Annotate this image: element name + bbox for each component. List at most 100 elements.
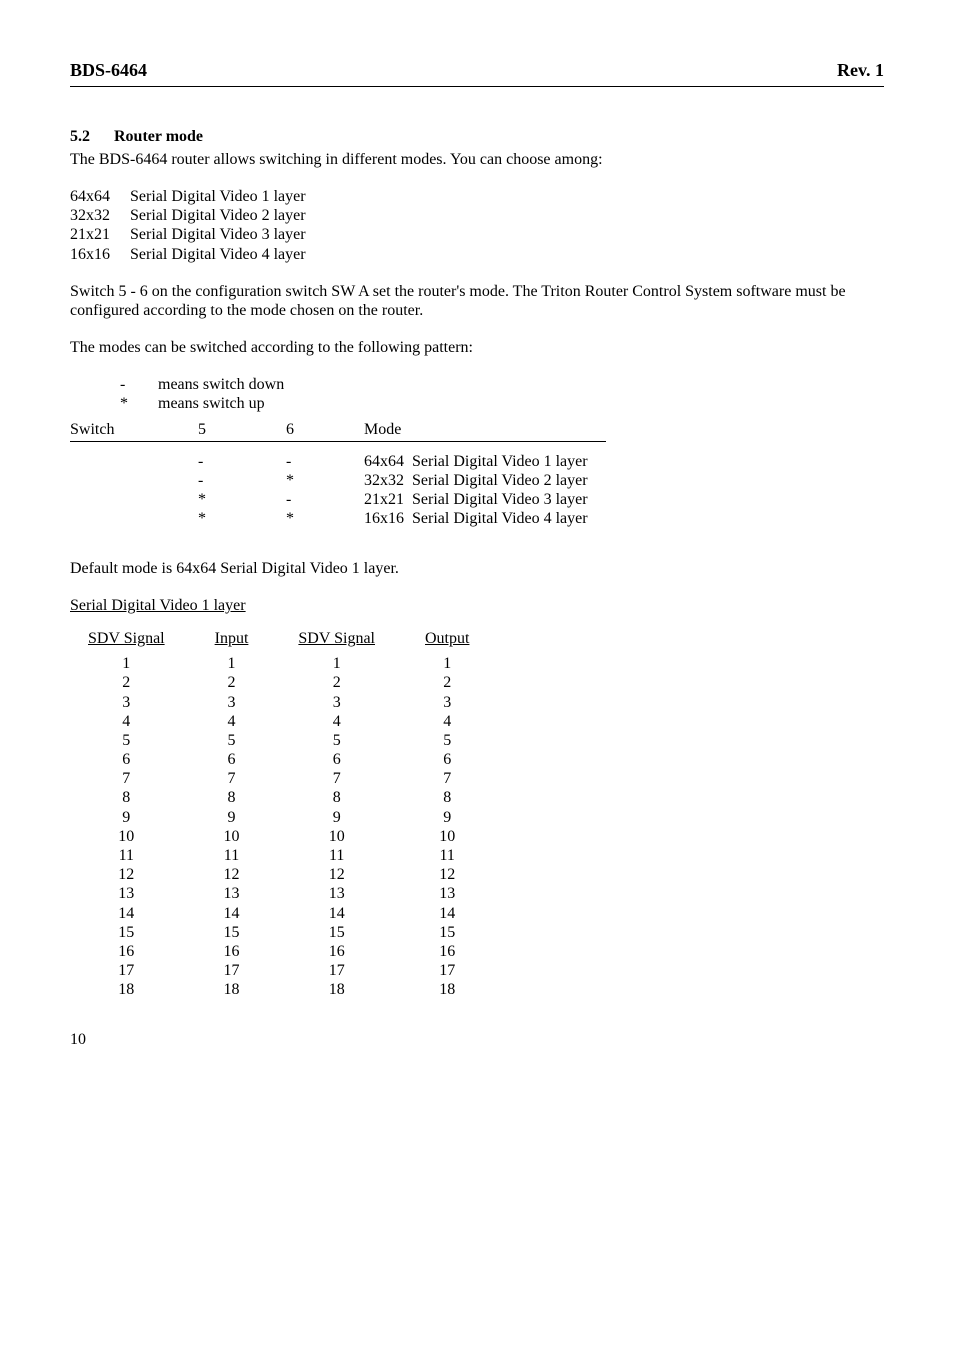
sdv-row: 3333: [78, 693, 519, 712]
sdv-cell: 10: [78, 827, 215, 846]
sdv-cell: 8: [425, 788, 519, 807]
sdv-cell: 17: [298, 961, 425, 980]
mode-header-mode: Mode: [364, 420, 606, 442]
layer-desc: Serial Digital Video 4 layer: [130, 245, 326, 264]
sdv-cell: 3: [425, 693, 519, 712]
sdv-cell: 3: [215, 693, 299, 712]
sdv-table: SDV Signal Input SDV Signal Output 11112…: [78, 629, 519, 1000]
mode-c6: -: [286, 452, 364, 471]
sdv-cell: 15: [298, 923, 425, 942]
sdv-cell: 14: [425, 904, 519, 923]
sdv-row: 10101010: [78, 827, 519, 846]
sdv-cell: 5: [425, 731, 519, 750]
mode-desc: 64x64 Serial Digital Video 1 layer: [364, 452, 606, 471]
sdv-cell: 18: [78, 980, 215, 999]
mode-c6: *: [286, 471, 364, 490]
sdv-cell: 1: [78, 654, 215, 673]
sdv-heading: Serial Digital Video 1 layer: [70, 596, 884, 615]
sdv-cell: 17: [425, 961, 519, 980]
sdv-cell: 4: [425, 712, 519, 731]
layer-row: 16x16Serial Digital Video 4 layer: [70, 245, 326, 264]
sdv-cell: 6: [425, 750, 519, 769]
layer-size: 32x32: [70, 206, 130, 225]
layer-desc: Serial Digital Video 2 layer: [130, 206, 326, 225]
sdv-cell: 8: [215, 788, 299, 807]
sdv-cell: 6: [78, 750, 215, 769]
sdv-cell: 16: [298, 942, 425, 961]
sdv-cell: 15: [425, 923, 519, 942]
mode-row: *-21x21 Serial Digital Video 3 layer: [70, 490, 606, 509]
sdv-cell: 10: [215, 827, 299, 846]
legend-symbol: *: [120, 394, 158, 413]
sdv-cell: 9: [215, 808, 299, 827]
sdv-cell: 8: [78, 788, 215, 807]
sdv-cell: 12: [298, 865, 425, 884]
mode-table: Switch 5 6 Mode --64x64 Serial Digital V…: [70, 420, 606, 529]
sdv-row: 12121212: [78, 865, 519, 884]
sdv-cell: 4: [215, 712, 299, 731]
legend-row: -means switch down: [120, 375, 314, 394]
sdv-cell: 4: [298, 712, 425, 731]
sdv-cell: 7: [425, 769, 519, 788]
mode-row: **16x16 Serial Digital Video 4 layer: [70, 509, 606, 528]
sdv-row: 2222: [78, 673, 519, 692]
mode-desc: 32x32 Serial Digital Video 2 layer: [364, 471, 606, 490]
sdv-cell: 2: [425, 673, 519, 692]
sdv-cell: 5: [78, 731, 215, 750]
intro-text: The BDS-6464 router allows switching in …: [70, 150, 884, 169]
sdv-cell: 11: [215, 846, 299, 865]
sdv-cell: 9: [78, 808, 215, 827]
sdv-cell: 2: [298, 673, 425, 692]
sdv-cell: 15: [215, 923, 299, 942]
sdv-cell: 16: [215, 942, 299, 961]
sdv-cell: 5: [215, 731, 299, 750]
sdv-header-row: SDV Signal Input SDV Signal Output: [78, 629, 519, 654]
sdv-row: 18181818: [78, 980, 519, 999]
sdv-cell: 1: [425, 654, 519, 673]
layer-size: 64x64: [70, 187, 130, 206]
legend-row: *means switch up: [120, 394, 314, 413]
sdv-cell: 10: [425, 827, 519, 846]
sdv-cell: 12: [425, 865, 519, 884]
mode-row: --64x64 Serial Digital Video 1 layer: [70, 452, 606, 471]
sdv-row: 16161616: [78, 942, 519, 961]
sdv-row: 1111: [78, 654, 519, 673]
sdv-cell: 10: [298, 827, 425, 846]
mode-c5: -: [198, 471, 286, 490]
sdv-cell: 7: [215, 769, 299, 788]
mode-c5: *: [198, 490, 286, 509]
default-note: Default mode is 64x64 Serial Digital Vid…: [70, 559, 884, 578]
sdv-cell: 16: [78, 942, 215, 961]
mode-c6: *: [286, 509, 364, 528]
sdv-row: 15151515: [78, 923, 519, 942]
sdv-cell: 5: [298, 731, 425, 750]
sdv-h1: SDV Signal: [78, 629, 215, 654]
sdv-cell: 9: [425, 808, 519, 827]
mode-header-6: 6: [286, 420, 364, 442]
mode-desc: 16x16 Serial Digital Video 4 layer: [364, 509, 606, 528]
sdv-cell: 13: [298, 884, 425, 903]
section-title: 5.2 Router mode: [70, 127, 884, 146]
sdv-row: 8888: [78, 788, 519, 807]
sdv-row: 4444: [78, 712, 519, 731]
sdv-cell: 11: [78, 846, 215, 865]
layer-table: 64x64Serial Digital Video 1 layer 32x32S…: [70, 187, 326, 264]
mode-c5: -: [198, 452, 286, 471]
header-rule: [70, 86, 884, 87]
sdv-h3: SDV Signal: [298, 629, 425, 654]
section-number: 5.2: [70, 127, 110, 146]
layer-desc: Serial Digital Video 1 layer: [130, 187, 326, 206]
layer-row: 64x64Serial Digital Video 1 layer: [70, 187, 326, 206]
sdv-cell: 1: [215, 654, 299, 673]
mode-header-label: Switch: [70, 420, 198, 442]
sdv-h4: Output: [425, 629, 519, 654]
sdv-row: 7777: [78, 769, 519, 788]
sdv-cell: 18: [298, 980, 425, 999]
sdv-cell: 15: [78, 923, 215, 942]
sdv-cell: 18: [425, 980, 519, 999]
mode-c6: -: [286, 490, 364, 509]
sdv-cell: 11: [425, 846, 519, 865]
sdv-cell: 6: [215, 750, 299, 769]
legend-meaning: means switch down: [158, 375, 314, 394]
pattern-note: The modes can be switched according to t…: [70, 338, 884, 357]
